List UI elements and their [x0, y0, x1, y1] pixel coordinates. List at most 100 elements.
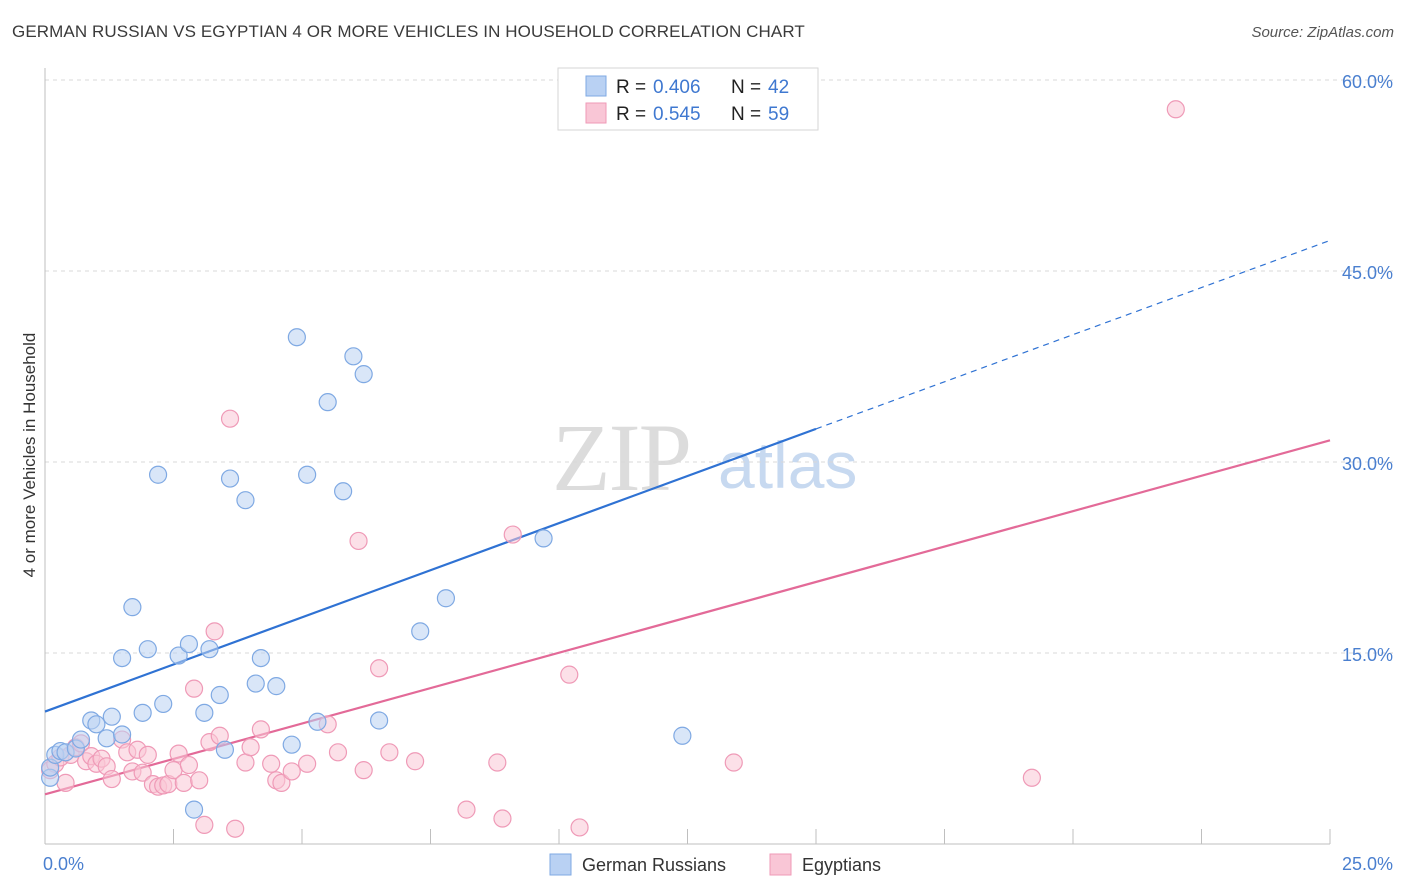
german-russians-point [184, 800, 204, 819]
german-russians-point [673, 726, 692, 745]
y-axis-label: 4 or more Vehicles in Household [20, 333, 39, 578]
german-russians-point [220, 469, 240, 488]
german-russians-point [138, 640, 157, 659]
legend-blue-n-label: N = [731, 77, 761, 98]
egyptians-point [298, 754, 317, 773]
german-russians-point [215, 740, 234, 759]
bottom-legend-swatch-german-russians [549, 853, 572, 876]
egyptians-point [328, 743, 348, 762]
german-russians-point [169, 646, 188, 665]
egyptians-point [195, 815, 214, 835]
egyptians-point [282, 762, 301, 781]
egyptians-point [488, 753, 507, 772]
legend-pink-r-value: 0.545 [653, 104, 701, 125]
scatter-points [41, 100, 1185, 838]
egyptians-point [262, 754, 281, 773]
legend-blue-r-label: R = [616, 77, 646, 98]
german-russians-point [308, 712, 327, 731]
bottom-legend: German Russians Egyptians [549, 853, 881, 876]
german-russians-point [133, 703, 152, 722]
egyptians-point [138, 745, 157, 764]
x-tick-label: 25.0% [1342, 854, 1393, 874]
german-russians-point [179, 634, 199, 654]
german-russians-point [334, 482, 353, 501]
german-russians-point [210, 685, 229, 705]
egyptians-point [220, 409, 240, 428]
german-russians-point [148, 465, 168, 484]
german-russians-point [411, 622, 430, 641]
bottom-legend-swatch-egyptians [769, 853, 792, 876]
german-russians-point [267, 677, 286, 696]
x-tick-labels: 0.0% 25.0% [43, 854, 1393, 874]
legend-pink-n-value: 59 [768, 104, 789, 125]
german-russians-point [71, 730, 91, 749]
x-tick-label: 0.0% [43, 854, 84, 874]
egyptians-point [205, 622, 224, 641]
egyptians-point [190, 771, 209, 790]
german-russians-point [123, 598, 142, 617]
german-russians-point [154, 694, 173, 714]
egyptians-point [1022, 768, 1041, 787]
grid-lines [45, 79, 1395, 654]
egyptians-point [169, 744, 188, 763]
german-russians-point [236, 491, 255, 510]
german-russians-point [102, 707, 121, 726]
german-russians-point [344, 347, 363, 366]
german-russians-point [251, 648, 270, 668]
german-russians-point [246, 674, 265, 693]
egyptians-point [1166, 100, 1185, 119]
legend-blue-r-value: 0.406 [653, 77, 701, 98]
egyptians-point [493, 809, 512, 828]
legend: R = 0.406 N = 42 R = 0.545 N = 59 [557, 67, 819, 131]
x-axis-ticks [173, 829, 1331, 844]
watermark: ZIP atlas [552, 404, 857, 511]
egyptians-point [349, 531, 368, 551]
german-russians-point [287, 328, 306, 347]
german-russians-point [112, 648, 132, 668]
egyptians-point [133, 763, 152, 782]
german-russians-point [354, 365, 373, 384]
egyptians-point [56, 773, 75, 792]
y-tick-label: 30.0% [1342, 454, 1393, 474]
german-russians-trendline-extension [815, 239, 1331, 430]
trendlines [44, 239, 1331, 796]
egyptians-point [503, 525, 522, 544]
german-russians-point [318, 393, 337, 412]
egyptians-point [179, 755, 199, 775]
watermark-zip: ZIP [552, 404, 690, 511]
egyptians-point [724, 753, 743, 772]
egyptians-point [241, 738, 260, 757]
german-russians-point [97, 729, 116, 748]
german-russians-point [370, 711, 389, 730]
y-tick-label: 60.0% [1342, 72, 1393, 92]
german-russians-point [298, 465, 317, 484]
egyptians-point [560, 665, 579, 684]
egyptians-point [570, 818, 589, 837]
egyptians-point [457, 800, 476, 819]
chart-source: Source: ZipAtlas.com [1251, 24, 1394, 41]
egyptians-point [251, 720, 270, 739]
german-russians-point [436, 589, 456, 608]
y-tick-label: 45.0% [1342, 263, 1393, 283]
egyptians-point [226, 819, 245, 838]
egyptians-point [405, 752, 425, 771]
egyptians-point [236, 753, 255, 772]
legend-blue-n-value: 42 [768, 77, 789, 98]
egyptians-point [370, 659, 389, 678]
y-tick-labels: 15.0% 30.0% 45.0% 60.0% [1342, 72, 1393, 665]
legend-swatch-pink [585, 102, 607, 124]
egyptians-point [354, 761, 373, 780]
legend-pink-n-label: N = [731, 104, 761, 125]
german-russians-point [112, 725, 132, 744]
german-russians-point [282, 735, 301, 754]
chart-title: GERMAN RUSSIAN VS EGYPTIAN 4 OR MORE VEH… [12, 22, 805, 41]
german-russians-point [195, 703, 214, 722]
german-russians-point [534, 529, 553, 548]
bottom-legend-label-egyptians: Egyptians [802, 855, 881, 875]
egyptians-point [184, 679, 204, 698]
legend-swatch-blue [585, 75, 607, 97]
egyptians-point [380, 743, 399, 762]
german-russians-trendline [44, 427, 817, 713]
bottom-legend-label-german-russians: German Russians [582, 855, 726, 875]
